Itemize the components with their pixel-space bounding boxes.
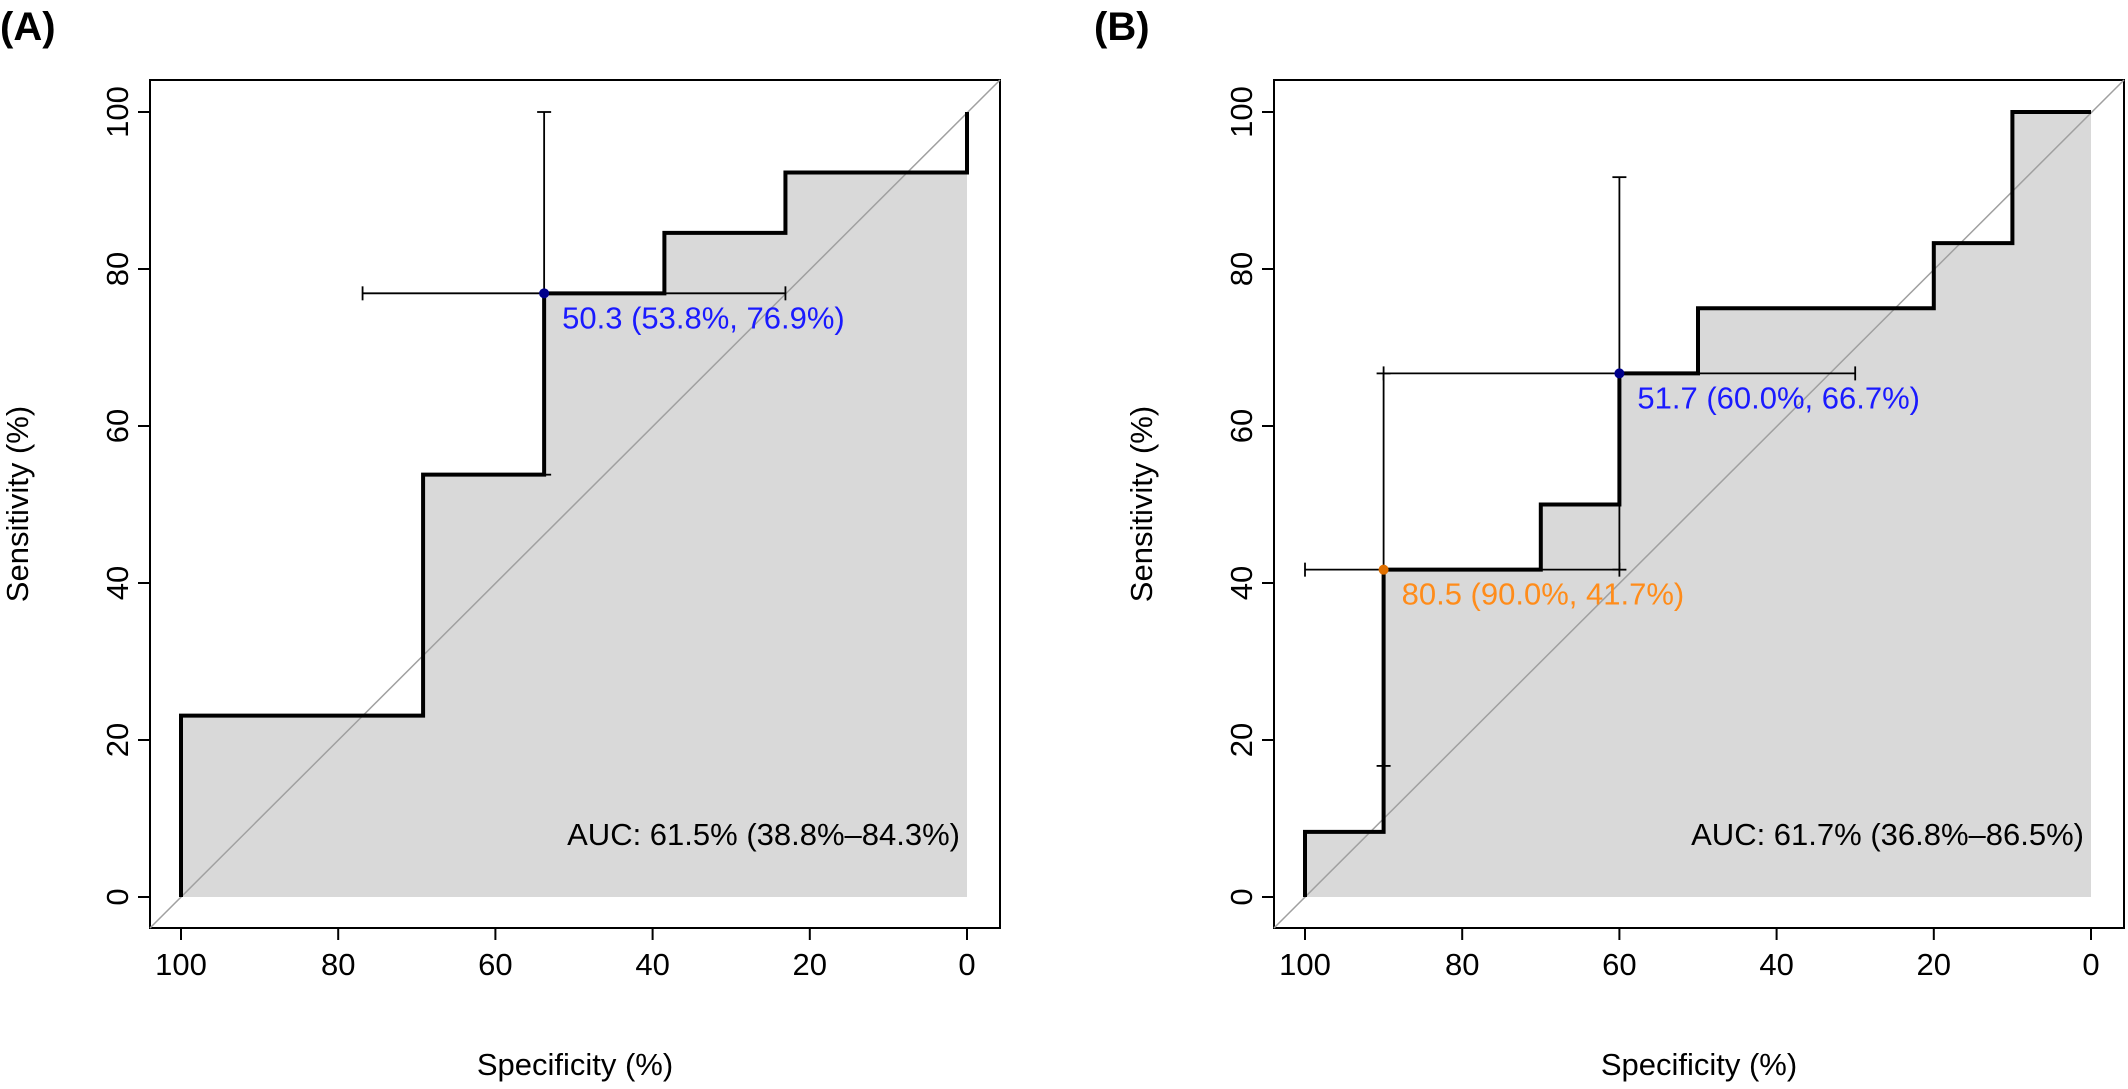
panel-a: (A) 50.3 (53.8%, 76.9%) 100 80 60 40 20 0 0 20 40…	[0, 5, 1001, 1082]
y-tick-label: 20	[100, 723, 135, 757]
threshold-point	[1378, 564, 1389, 575]
y-tick-label: 60	[1224, 409, 1259, 443]
threshold-point	[1614, 368, 1625, 379]
threshold-label: 51.7 (60.0%, 66.7%)	[1637, 380, 1920, 415]
y-tick-label: 60	[100, 409, 135, 443]
y-tick-label: 0	[1224, 888, 1259, 905]
x-tick-label: 40	[635, 947, 669, 982]
panel-b-label: (B)	[1094, 5, 1150, 49]
panel-b-x-axis-title: Specificity (%)	[1601, 1047, 1797, 1082]
y-tick-label: 80	[100, 252, 135, 286]
x-tick-label: 40	[1759, 947, 1793, 982]
y-tick-label: 100	[100, 86, 135, 138]
panel-b-y-axis-title: Sensitivity (%)	[1124, 406, 1159, 602]
x-tick-label: 20	[793, 947, 827, 982]
threshold-label: 80.5 (90.0%, 41.7%)	[1402, 577, 1685, 612]
x-tick-label: 80	[1445, 947, 1479, 982]
x-tick-label: 0	[958, 947, 975, 982]
y-tick-label: 0	[100, 888, 135, 905]
panel-a-y-axis-title: Sensitivity (%)	[0, 406, 35, 602]
x-tick-label: 60	[478, 947, 512, 982]
x-tick-label: 20	[1917, 947, 1951, 982]
panel-a-auc-text: AUC: 61.5% (38.8%–84.3%)	[567, 817, 960, 852]
y-tick-label: 40	[1224, 566, 1259, 600]
panel-b: (B) 51.7 (60.0%, 66.7%) 80.5 (90.0%, 41.7…	[1094, 5, 2125, 1082]
panel-a-x-axis-title: Specificity (%)	[477, 1047, 673, 1082]
panel-b-auc-text: AUC: 61.7% (36.8%–86.5%)	[1691, 817, 2084, 852]
threshold-label: 50.3 (53.8%, 76.9%)	[562, 300, 845, 335]
x-tick-label: 0	[2082, 947, 2099, 982]
y-tick-label: 80	[1224, 252, 1259, 286]
panel-a-label: (A)	[0, 5, 56, 49]
panel-a-plot: 50.3 (53.8%, 76.9%) 100 80 60 40 20 0 0 20 40 60 80…	[100, 79, 1001, 982]
x-tick-label: 60	[1602, 947, 1636, 982]
y-tick-label: 40	[100, 566, 135, 600]
diagonal-reference-line	[1273, 79, 2125, 929]
threshold-point	[539, 288, 550, 299]
y-tick-label: 100	[1224, 86, 1259, 138]
x-tick-label: 100	[155, 947, 207, 982]
x-tick-label: 80	[321, 947, 355, 982]
panel-b-plot: 51.7 (60.0%, 66.7%) 80.5 (90.0%, 41.7%) 10…	[1224, 79, 2125, 982]
diagonal-reference-line	[149, 79, 1001, 929]
x-tick-label: 100	[1279, 947, 1331, 982]
y-tick-label: 20	[1224, 723, 1259, 757]
